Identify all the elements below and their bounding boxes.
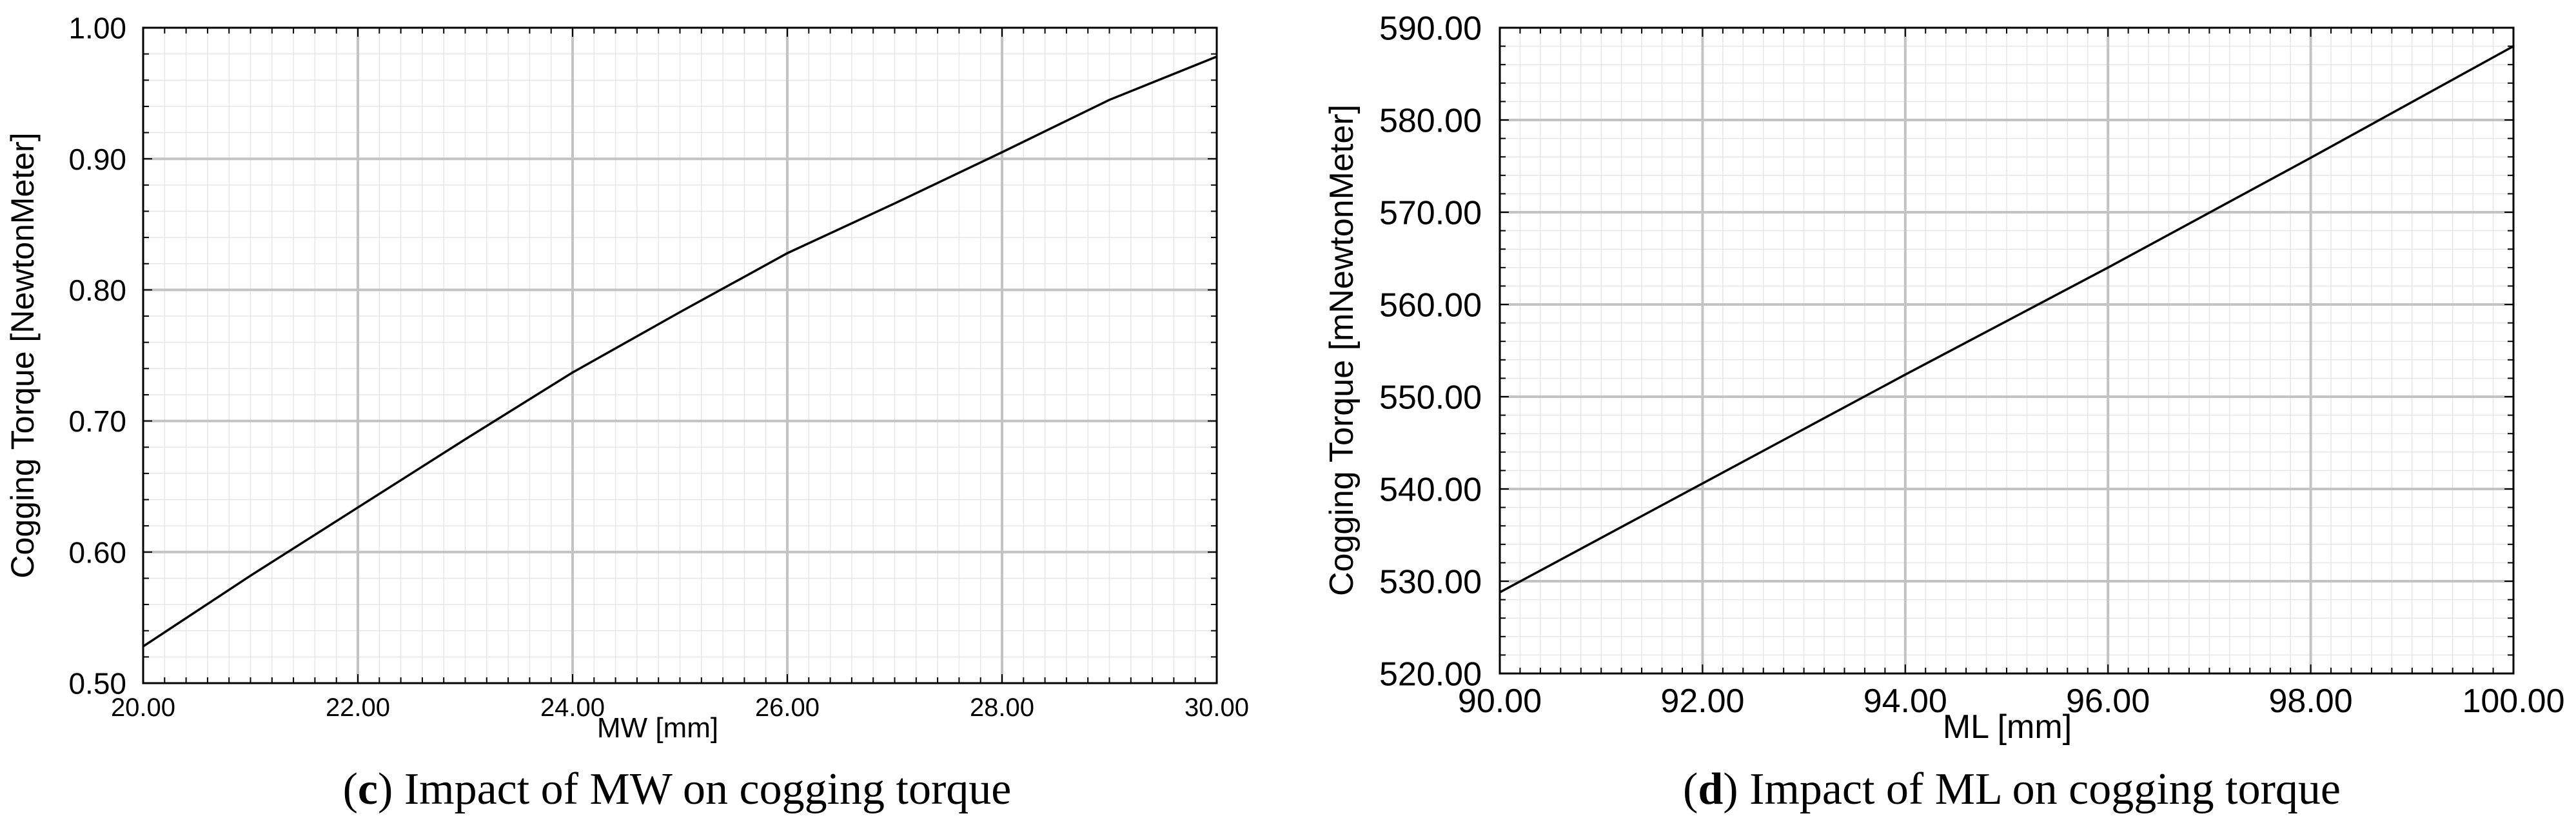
y-tick-label: 520.00 bbox=[1379, 656, 1482, 693]
x-tick-label: 20.00 bbox=[111, 693, 175, 722]
panel-d-caption: (d) Impact of ML on cogging torque bbox=[1683, 764, 2341, 814]
panel-c: 20.00 22.00 24.00 26.00 28.00 30.00 0.500.600… bbox=[5, 12, 1249, 814]
panel-d-grid bbox=[1500, 28, 2513, 673]
x-tick-label: 22.00 bbox=[326, 693, 390, 722]
x-tick-label: 96.00 bbox=[2066, 683, 2150, 720]
x-tick-label: 100.00 bbox=[2462, 683, 2564, 720]
y-tick-label: 0.80 bbox=[68, 274, 126, 307]
panel-c-y-axis-label: Cogging Torque [NewtonMeter] bbox=[5, 132, 41, 578]
y-tick-label: 0.60 bbox=[68, 535, 126, 569]
panel-c-series-line bbox=[143, 55, 1217, 648]
panel-d-caption-letter: d bbox=[1698, 764, 1723, 814]
panel-c-grid bbox=[143, 28, 1217, 683]
panel-d-caption-text: Impact of ML on cogging torque bbox=[1738, 764, 2341, 814]
panel-c-y-tick-labels: 0.50 0.60 0.70 0.80 0.90 1.00 bbox=[68, 12, 126, 701]
panel-c-tick-marks bbox=[143, 27, 1217, 684]
panel-d-x-tick-labels: 90.00 92.00 94.00 96.00 98.00 100.00 bbox=[1458, 683, 2565, 720]
panel-d-x-axis-label: ML [mm] bbox=[1943, 708, 2072, 746]
y-tick-label: 1.00 bbox=[68, 12, 126, 45]
y-tick-label: 0.50 bbox=[68, 667, 126, 701]
panel-d-series-line bbox=[1499, 45, 2514, 593]
x-tick-label: 28.00 bbox=[970, 693, 1034, 722]
y-tick-label: 530.00 bbox=[1379, 564, 1482, 601]
x-tick-label: 98.00 bbox=[2269, 683, 2353, 720]
y-tick-label: 570.00 bbox=[1379, 195, 1482, 232]
panel-c-x-axis-label: MW [mm] bbox=[597, 712, 718, 744]
panel-c-caption-text: Impact of MW on cogging torque bbox=[393, 764, 1011, 814]
y-tick-label: 580.00 bbox=[1379, 103, 1482, 140]
x-tick-label: 24.00 bbox=[540, 693, 605, 722]
panel-c-caption-letter: c bbox=[358, 764, 378, 814]
y-tick-label: 0.70 bbox=[68, 404, 126, 438]
y-tick-label: 540.00 bbox=[1379, 472, 1482, 509]
panel-c-x-tick-labels: 20.00 22.00 24.00 26.00 28.00 30.00 bbox=[111, 693, 1249, 722]
panel-d-y-axis-label: Cogging Torque [mNewtonMeter] bbox=[1323, 105, 1361, 596]
y-tick-label: 550.00 bbox=[1379, 379, 1482, 417]
x-tick-label: 94.00 bbox=[1863, 683, 1947, 720]
y-tick-label: 0.90 bbox=[68, 143, 126, 176]
panel-c-caption: (c) Impact of MW on cogging torque bbox=[343, 764, 1012, 814]
panel-d-tick-marks bbox=[1499, 27, 2514, 674]
panel-d: 90.00 92.00 94.00 96.00 98.00 100.00 520.00 53… bbox=[1323, 10, 2565, 814]
x-tick-label: 92.00 bbox=[1660, 683, 1744, 720]
x-tick-label: 26.00 bbox=[755, 693, 820, 722]
y-tick-label: 560.00 bbox=[1379, 287, 1482, 324]
y-tick-label: 590.00 bbox=[1379, 10, 1482, 48]
x-tick-label: 90.00 bbox=[1458, 683, 1542, 720]
x-tick-label: 30.00 bbox=[1185, 693, 1249, 722]
panel-d-y-tick-labels: 520.00 530.00 540.00 550.00 560.00 570.00 580.… bbox=[1379, 10, 1482, 693]
